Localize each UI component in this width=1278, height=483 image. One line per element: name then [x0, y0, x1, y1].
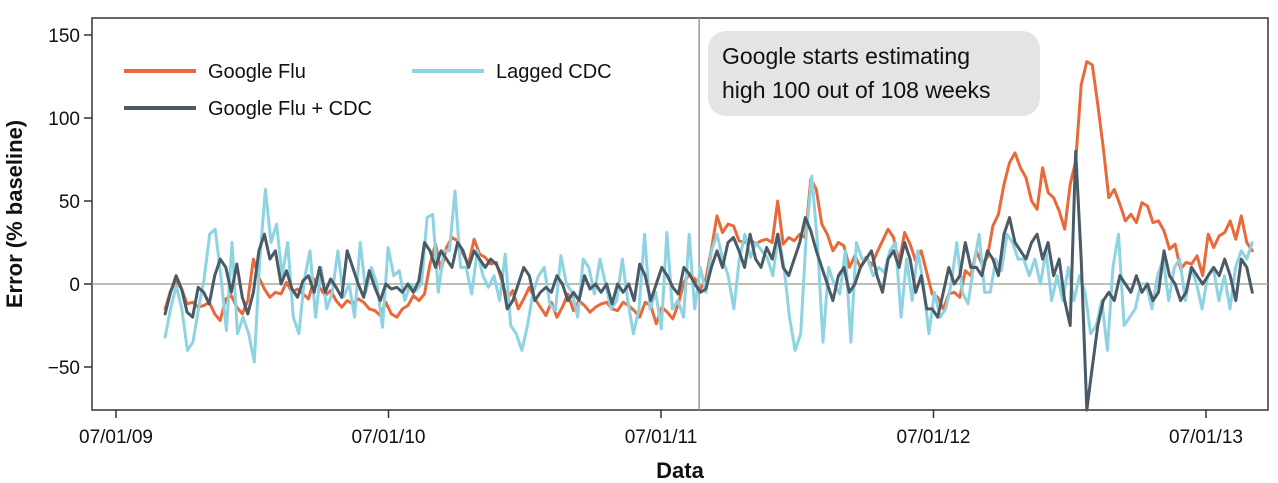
legend: Google Flu Lagged CDC Google Flu + CDC [124, 61, 612, 120]
y-tick-label: 150 [48, 26, 80, 47]
y-axis-title-group: Error (% baseline) [2, 120, 27, 308]
plot-frame [91, 17, 1269, 411]
x-axis-ticks: 07/01/09 07/01/10 07/01/11 07/01/12 07/01/13 [79, 410, 1243, 448]
annotation-line-2: high 100 out of 108 weeks [722, 77, 991, 103]
legend-label-google-flu: Google Flu [208, 61, 306, 83]
y-axis-ticks: 150 100 50 0 −50 [48, 26, 92, 379]
series-line-google-flu-cdc [163, 149, 1254, 412]
annotation-box: Google starts estimating high 100 out of… [708, 31, 1040, 116]
x-tick-label: 07/01/09 [79, 427, 153, 448]
plot-area-border [91, 17, 1269, 411]
legend-label-lagged-cdc: Lagged CDC [496, 61, 612, 83]
legend-label-google-flu-cdc: Google Flu + CDC [208, 98, 372, 120]
y-tick-label: −50 [48, 358, 80, 379]
annotation-line-1: Google starts estimating [722, 43, 970, 69]
annotation-background [708, 31, 1040, 116]
series-lines [163, 60, 1254, 412]
y-axis-title: Error (% baseline) [2, 120, 27, 308]
y-tick-label: 100 [48, 109, 80, 130]
x-axis-title-group: Data [656, 458, 704, 483]
x-tick-label: 07/01/12 [897, 427, 971, 448]
y-tick-label: 0 [69, 275, 80, 296]
x-tick-label: 07/01/11 [625, 427, 698, 448]
y-tick-label: 50 [59, 192, 80, 213]
x-axis-title: Data [656, 458, 704, 483]
x-tick-label: 07/01/13 [1169, 427, 1243, 448]
x-tick-label: 07/01/10 [352, 427, 426, 448]
